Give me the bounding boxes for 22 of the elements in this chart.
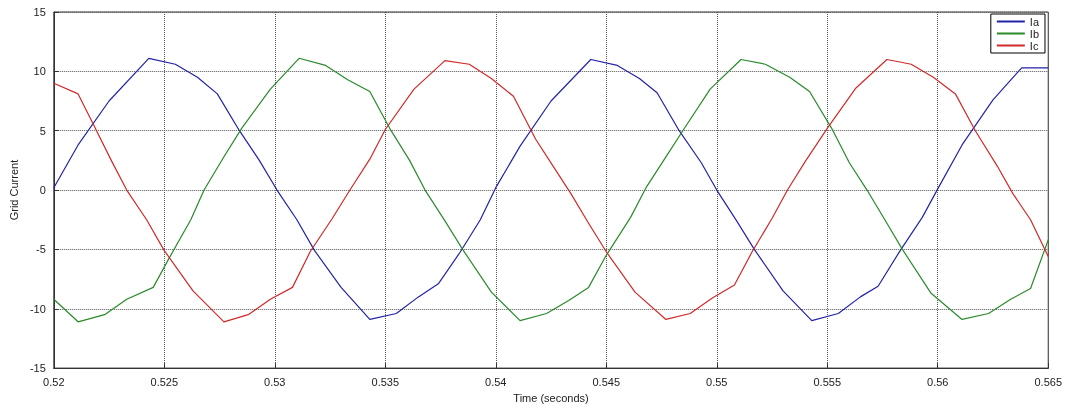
x-tick-label: 0.53: [264, 375, 286, 388]
y-tick-label: 15: [33, 6, 46, 18]
x-tick-label: 0.535: [371, 375, 400, 388]
x-tick-label: 0.52: [43, 375, 65, 388]
legend-label: Ic: [1029, 39, 1039, 52]
x-tick-label: 0.565: [1034, 375, 1062, 388]
x-tick-label: 0.54: [485, 375, 507, 388]
y-tick-label: 0: [39, 184, 46, 197]
x-tick-label: 0.55: [706, 375, 728, 388]
y-tick-label: -15: [29, 362, 46, 375]
x-axis-title: Time (seconds): [513, 391, 589, 404]
y-tick-label: 10: [33, 65, 46, 78]
x-tick-label: 0.545: [592, 375, 621, 388]
y-axis-title: Grid Current: [7, 159, 20, 221]
y-tick-label: -5: [36, 243, 46, 256]
legend-label: Ib: [1029, 27, 1040, 40]
x-tick-label: 0.56: [927, 375, 949, 388]
y-tick-label: 5: [39, 124, 46, 137]
y-tick-label: -10: [29, 302, 46, 315]
x-tick-label: 0.525: [150, 375, 179, 388]
x-tick-label: 0.555: [813, 375, 842, 388]
legend-label: Ia: [1029, 15, 1040, 28]
